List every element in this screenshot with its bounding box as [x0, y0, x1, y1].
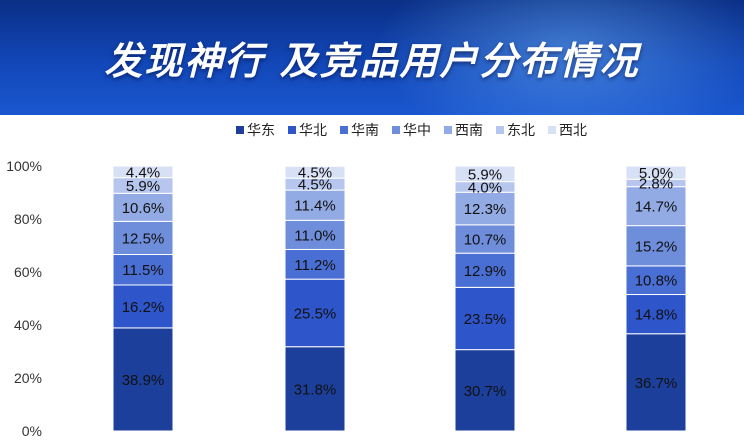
data-label: 4.4% [126, 164, 160, 181]
legend-swatch [548, 126, 556, 134]
bar-segment [284, 248, 346, 280]
legend-swatch [288, 126, 296, 134]
bars-layer [112, 165, 687, 432]
data-label: 12.3% [464, 201, 507, 218]
data-label: 5.9% [468, 166, 502, 183]
data-label: 2.8% [639, 175, 673, 192]
data-label: 14.7% [635, 199, 678, 216]
data-label: 10.8% [635, 273, 678, 290]
y-tick-label: 20% [14, 370, 42, 386]
data-label: 30.7% [464, 383, 507, 400]
data-label: 12.9% [464, 263, 507, 280]
data-label: 36.7% [635, 375, 678, 392]
header-glow [360, 0, 744, 115]
data-label: 4.0% [468, 179, 502, 196]
data-label: 11.4% [294, 198, 335, 215]
legend-label: 华北 [299, 123, 327, 139]
legend-swatch [392, 126, 400, 134]
data-label: 5.9% [126, 178, 160, 195]
bar-segment [625, 165, 687, 180]
bar-segment [625, 265, 687, 296]
bar-segment [454, 349, 516, 432]
bar-segment [625, 225, 687, 267]
legend-swatch [236, 126, 244, 134]
data-labels-layer: 38.9%16.2%11.5%12.5%10.6%5.9%4.4%31.8%25… [122, 164, 678, 399]
data-label: 11.2% [294, 257, 335, 274]
bar-segment [284, 219, 346, 250]
data-label: 25.5% [294, 305, 337, 322]
data-label: 4.5% [298, 165, 332, 182]
y-axis: 0% 20% 40% 60% 80% 100% [6, 158, 42, 439]
data-label: 10.7% [464, 232, 507, 249]
y-tick-label: 60% [14, 264, 42, 280]
legend-swatch [340, 126, 348, 134]
bar-segment [284, 165, 346, 179]
bar-segment [625, 333, 687, 432]
data-label: 11.0% [294, 227, 335, 244]
header-banner: 发现神行 及竞品用户分布情况 [0, 0, 744, 115]
chart-legend: 华东 华北 华南 华中 西南 东北 西北 [236, 123, 587, 139]
legend-swatch [496, 126, 504, 134]
bar-segment [454, 252, 516, 288]
data-label: 10.6% [122, 200, 165, 217]
bar-segment [454, 286, 516, 351]
legend-label: 西北 [559, 123, 587, 139]
legend-label: 华南 [351, 123, 379, 139]
y-tick-label: 40% [14, 317, 42, 333]
legend-swatch [444, 126, 452, 134]
bar-segment [112, 220, 174, 256]
bar-segment [454, 165, 516, 183]
bar-segment [625, 186, 687, 227]
bar-segment [112, 327, 174, 432]
legend-label: 东北 [507, 123, 535, 139]
data-label: 38.9% [122, 372, 165, 389]
data-label: 16.2% [122, 299, 165, 316]
data-label: 11.5% [122, 262, 163, 279]
bar-segment [112, 165, 174, 179]
stacked-bar-chart: 华东 华北 华南 华中 西南 东北 西北 0% 20% 40% 60% 80% 100% 38.9% 1… [6, 123, 687, 439]
legend-label: 西南 [455, 123, 483, 139]
bar-segment [284, 346, 346, 432]
legend-label: 华中 [403, 123, 431, 139]
data-label: 23.5% [464, 311, 507, 328]
page-title: 发现神行 及竞品用户分布情况 [104, 39, 640, 83]
data-label: 14.8% [635, 307, 678, 324]
y-tick-label: 80% [14, 211, 42, 227]
data-label: 4.5% [298, 177, 332, 194]
data-label: 12.5% [122, 230, 165, 247]
bar-segment [454, 191, 516, 226]
y-tick-label: 0% [22, 423, 42, 439]
y-tick-label: 100% [6, 158, 42, 174]
legend-label: 华东 [247, 123, 275, 139]
bar-segment [112, 254, 174, 286]
data-label: 15.2% [635, 238, 678, 255]
data-label: 31.8% [294, 381, 337, 398]
bar-segment [284, 278, 346, 348]
data-label: 5.0% [639, 165, 673, 182]
